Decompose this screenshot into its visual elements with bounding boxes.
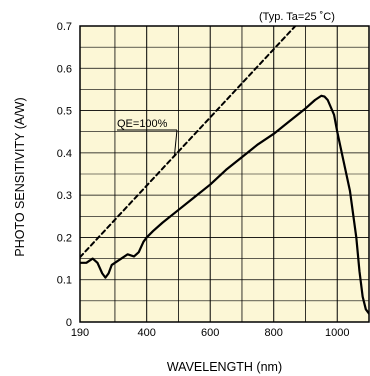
y-axis-title: PHOTO SENSITIVITY (A/W) — [13, 97, 27, 256]
tick-labels: 190 400 600 800 1000 0 0.1 0.2 0.3 0.4 0.5 0.6 0.7 — [57, 21, 350, 339]
condition-note: (Typ. Ta=25 ˚C) — [259, 11, 335, 23]
annotation-layer: QE=100% — [117, 118, 178, 157]
x-tick-label: 400 — [138, 327, 156, 339]
x-tick-label: 600 — [201, 327, 219, 339]
qe-100-dashed-line — [80, 26, 297, 259]
x-axis-title: WAVELENGTH (nm) — [167, 360, 282, 374]
qe-label: QE=100% — [117, 118, 168, 130]
series-layer — [80, 26, 369, 315]
y-tick-label: 0 — [66, 317, 72, 329]
sensitivity-curve — [80, 94, 369, 315]
x-tick-label: 190 — [71, 327, 89, 339]
qe-label-leader — [173, 129, 178, 157]
y-tick-label: 0.2 — [57, 232, 72, 244]
x-tick-label: 800 — [265, 327, 283, 339]
x-tick-label: 1000 — [325, 327, 349, 339]
y-tick-label: 0.5 — [57, 106, 72, 118]
grid-lines — [80, 26, 369, 322]
y-tick-label: 0.7 — [57, 21, 72, 33]
y-tick-label: 0.1 — [57, 275, 72, 287]
y-tick-label: 0.4 — [57, 148, 72, 160]
plot-frame — [79, 25, 370, 323]
y-tick-label: 0.6 — [57, 63, 72, 75]
y-tick-label: 0.3 — [57, 190, 72, 202]
